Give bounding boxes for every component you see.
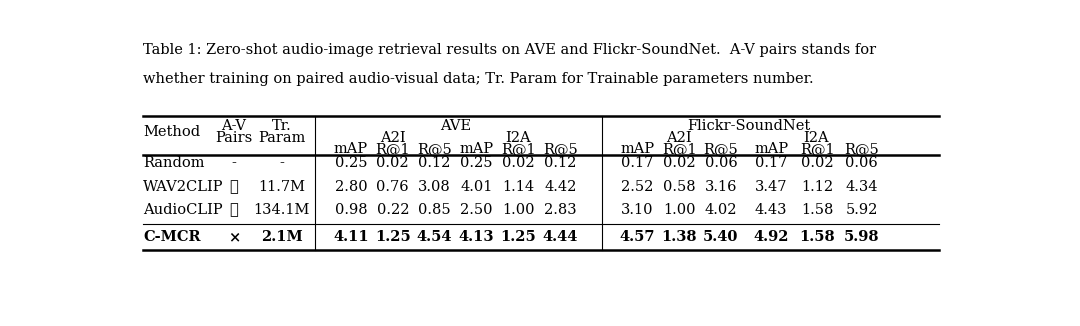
Text: 5.98: 5.98 (843, 230, 879, 244)
Text: 11.7M: 11.7M (258, 180, 305, 194)
Text: -: - (231, 156, 237, 170)
Text: R@5: R@5 (417, 142, 453, 156)
Text: R@5: R@5 (703, 142, 739, 156)
Text: R@1: R@1 (800, 142, 835, 156)
Text: 134.1M: 134.1M (254, 203, 310, 217)
Text: Pairs: Pairs (215, 130, 253, 144)
Text: 0.85: 0.85 (418, 203, 451, 217)
Text: 1.58: 1.58 (801, 203, 834, 217)
Text: 0.12: 0.12 (418, 156, 450, 170)
Text: 4.54: 4.54 (417, 230, 453, 244)
Text: 1.12: 1.12 (801, 180, 833, 194)
Text: 2.83: 2.83 (544, 203, 577, 217)
Text: 4.43: 4.43 (755, 203, 787, 217)
Text: I2A: I2A (804, 130, 829, 144)
Text: Tr.: Tr. (271, 119, 292, 133)
Text: 0.02: 0.02 (663, 156, 696, 170)
Text: 4.13: 4.13 (459, 230, 495, 244)
Text: 2.52: 2.52 (621, 180, 653, 194)
Text: R@1: R@1 (376, 142, 410, 156)
Text: 5.40: 5.40 (703, 230, 739, 244)
Text: 0.22: 0.22 (377, 203, 409, 217)
Text: Method: Method (144, 125, 201, 139)
Text: 1.14: 1.14 (502, 180, 535, 194)
Text: 1.25: 1.25 (375, 230, 410, 244)
Text: ✓: ✓ (229, 203, 239, 217)
Text: 0.58: 0.58 (663, 180, 696, 194)
Text: 2.50: 2.50 (460, 203, 492, 217)
Text: A2I: A2I (666, 130, 692, 144)
Text: 0.25: 0.25 (335, 156, 367, 170)
Text: 1.58: 1.58 (799, 230, 835, 244)
Text: 1.00: 1.00 (502, 203, 535, 217)
Text: 0.25: 0.25 (460, 156, 492, 170)
Text: 3.16: 3.16 (704, 180, 738, 194)
Text: 0.02: 0.02 (377, 156, 409, 170)
Text: mAP: mAP (620, 142, 654, 156)
Text: 0.12: 0.12 (544, 156, 577, 170)
Text: 4.11: 4.11 (333, 230, 368, 244)
Text: 5.92: 5.92 (846, 203, 878, 217)
Text: AudioCLIP: AudioCLIP (144, 203, 222, 217)
Text: mAP: mAP (459, 142, 494, 156)
Text: mAP: mAP (334, 142, 368, 156)
Text: ×: × (228, 230, 240, 244)
Text: 0.98: 0.98 (335, 203, 367, 217)
Text: R@1: R@1 (662, 142, 697, 156)
Text: 3.08: 3.08 (418, 180, 451, 194)
Text: 4.02: 4.02 (704, 203, 738, 217)
Text: 0.17: 0.17 (755, 156, 787, 170)
Text: 2.1M: 2.1M (260, 230, 302, 244)
Text: 4.57: 4.57 (620, 230, 654, 244)
Text: Table 1: Zero-shot audio-image retrieval results on AVE and Flickr-SoundNet.  A-: Table 1: Zero-shot audio-image retrieval… (144, 43, 877, 57)
Text: 1.25: 1.25 (500, 230, 537, 244)
Text: 4.01: 4.01 (460, 180, 492, 194)
Text: 0.02: 0.02 (502, 156, 535, 170)
Text: 0.06: 0.06 (846, 156, 878, 170)
Text: A-V: A-V (221, 119, 246, 133)
Text: 0.17: 0.17 (621, 156, 653, 170)
Text: WAV2CLIP: WAV2CLIP (144, 180, 224, 194)
Text: A2I: A2I (380, 130, 406, 144)
Text: ✓: ✓ (229, 180, 239, 194)
Text: 3.47: 3.47 (755, 180, 787, 194)
Text: Random: Random (144, 156, 205, 170)
Text: 3.10: 3.10 (621, 203, 653, 217)
Text: mAP: mAP (754, 142, 788, 156)
Text: 4.42: 4.42 (544, 180, 577, 194)
Text: 4.92: 4.92 (754, 230, 788, 244)
Text: 4.34: 4.34 (846, 180, 878, 194)
Text: 1.00: 1.00 (663, 203, 696, 217)
Text: R@5: R@5 (845, 142, 879, 156)
Text: Param: Param (258, 130, 306, 144)
Text: -: - (279, 156, 284, 170)
Text: 2.80: 2.80 (335, 180, 367, 194)
Text: 0.76: 0.76 (377, 180, 409, 194)
Text: R@5: R@5 (543, 142, 578, 156)
Text: whether training on paired audio-visual data; Tr. Param for Trainable parameters: whether training on paired audio-visual … (144, 72, 814, 86)
Text: AVE: AVE (440, 119, 471, 133)
Text: I2A: I2A (505, 130, 531, 144)
Text: 0.02: 0.02 (801, 156, 834, 170)
Text: R@1: R@1 (501, 142, 536, 156)
Text: 1.38: 1.38 (661, 230, 697, 244)
Text: Flickr-SoundNet: Flickr-SoundNet (688, 119, 811, 133)
Text: 4.44: 4.44 (542, 230, 578, 244)
Text: C-MCR: C-MCR (144, 230, 201, 244)
Text: 0.06: 0.06 (704, 156, 738, 170)
